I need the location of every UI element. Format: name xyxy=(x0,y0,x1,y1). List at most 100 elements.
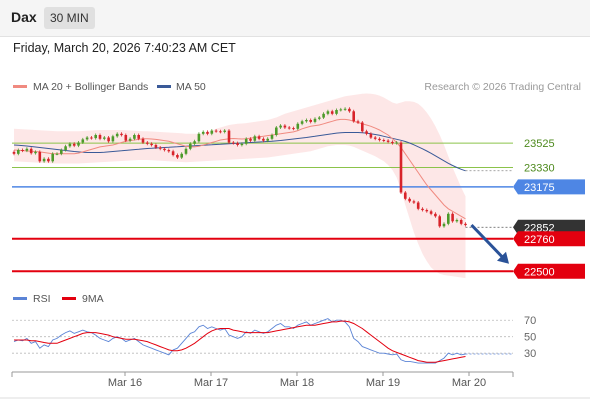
candle-body-34 xyxy=(158,147,162,149)
candle-body-41 xyxy=(189,143,192,149)
candle-body-58 xyxy=(262,138,265,141)
candle-body-61 xyxy=(275,127,278,135)
candle-body-45 xyxy=(206,131,209,134)
candle-body-48 xyxy=(219,131,222,133)
candle-body-80 xyxy=(356,121,360,123)
candle-body-29 xyxy=(137,135,140,139)
candle-body-47 xyxy=(214,130,218,132)
candle-body-20 xyxy=(98,135,102,139)
ma20-line xyxy=(13,118,466,220)
candle-body-16 xyxy=(81,139,85,143)
legend-label-ma50: MA 50 xyxy=(176,81,206,93)
candle-body-89 xyxy=(395,142,398,144)
legend-swatch-9ma xyxy=(62,297,76,300)
candle-body-42 xyxy=(193,141,196,144)
candle-body-13 xyxy=(68,143,72,147)
level-tag-label-1: 23330 xyxy=(524,163,555,175)
timeframe-button[interactable]: 30 MIN xyxy=(44,7,95,29)
x-tick-label-4: Mar 20 xyxy=(452,377,486,389)
candle-body-28 xyxy=(133,135,136,139)
candle-body-14 xyxy=(72,143,76,146)
bollinger-band-area xyxy=(14,93,466,279)
candle-body-76 xyxy=(339,109,343,111)
candle-body-71 xyxy=(318,117,321,119)
candle-body-84 xyxy=(373,137,377,139)
candle-body-4 xyxy=(29,148,33,154)
candle-body-6 xyxy=(38,151,42,162)
candle-body-77 xyxy=(343,108,347,110)
forecast-arrow xyxy=(470,223,509,264)
candle-body-96 xyxy=(425,210,429,212)
forecast-arrow-shaft xyxy=(470,223,506,260)
rsi-tick-label-2: 30 xyxy=(524,348,536,360)
candle-body-51 xyxy=(232,142,235,144)
candle-body-2 xyxy=(21,150,24,151)
candle-body-44 xyxy=(201,131,205,134)
candle-body-53 xyxy=(240,143,244,146)
rsi-panel: 70 50 30 xyxy=(12,315,536,364)
candle-body-104 xyxy=(459,220,463,224)
candle-body-90 xyxy=(399,142,403,193)
candle-body-46 xyxy=(210,130,214,134)
candle-body-60 xyxy=(270,135,274,139)
forecast-arrow-head xyxy=(497,251,509,264)
candle-body-10 xyxy=(55,153,59,155)
rsi-tick-label-1: 50 xyxy=(524,332,536,344)
price-legend: MA 20 + Bollinger Bands MA 50 xyxy=(13,81,206,93)
candle-body-97 xyxy=(429,211,433,214)
candle-body-36 xyxy=(167,150,171,152)
candle-body-0 xyxy=(12,151,16,154)
rsi-ma-line xyxy=(14,320,466,363)
candle-body-105 xyxy=(464,223,467,226)
x-tick-label-2: Mar 18 xyxy=(280,377,314,389)
candle-body-5 xyxy=(34,151,37,154)
ma50-line xyxy=(13,132,466,172)
candle-body-24 xyxy=(115,133,119,137)
candle-body-43 xyxy=(197,133,201,142)
candle-body-95 xyxy=(421,208,424,211)
candle-body-35 xyxy=(163,148,166,151)
candle-body-100 xyxy=(442,223,446,227)
candle-body-32 xyxy=(150,143,153,146)
candle-body-11 xyxy=(60,150,63,154)
level-tag-label-5: 22500 xyxy=(524,266,555,278)
candle-body-102 xyxy=(451,213,454,222)
candle-body-103 xyxy=(455,220,459,222)
candle-body-9 xyxy=(51,153,54,162)
candle-body-18 xyxy=(90,137,93,139)
candle-body-99 xyxy=(438,216,441,227)
copyright-label: Research © 2026 Trading Central xyxy=(424,81,581,93)
candle-body-86 xyxy=(382,140,386,141)
candle-body-83 xyxy=(369,133,373,138)
candle-body-49 xyxy=(223,130,226,132)
rsi-line xyxy=(13,318,466,364)
candle-body-64 xyxy=(287,127,291,129)
candle-body-68 xyxy=(305,120,308,122)
candle-body-94 xyxy=(416,202,420,209)
level-tag-label-0: 23525 xyxy=(524,138,555,150)
x-tick-label-3: Mar 19 xyxy=(366,377,400,389)
level-tag-bg-5 xyxy=(513,263,585,279)
candle-body-23 xyxy=(111,136,115,142)
rsi-legend: RSI 9MA xyxy=(13,293,104,305)
level-tag-bg-3 xyxy=(513,219,585,235)
legend-label-rsi: RSI xyxy=(33,293,51,305)
level-tag-label-4: 22760 xyxy=(524,234,555,246)
legend-swatch-ma20 xyxy=(13,85,27,88)
candle-body-67 xyxy=(300,121,304,124)
candle-body-21 xyxy=(103,137,106,139)
candle-body-56 xyxy=(253,136,257,141)
candle-body-92 xyxy=(408,198,411,202)
candle-body-3 xyxy=(25,148,29,151)
level-tag-bg-2 xyxy=(513,179,585,195)
top-bar: Dax 30 MIN xyxy=(0,0,590,37)
candle-body-85 xyxy=(378,138,381,141)
level-tag-bg-4 xyxy=(513,231,585,247)
candle-body-98 xyxy=(434,213,437,217)
x-axis: Mar 16 Mar 17 Mar 18 Mar 19 Mar 20 xyxy=(0,371,590,399)
candle-body-30 xyxy=(141,138,145,143)
candle-body-87 xyxy=(386,140,390,142)
legend-label-9ma: 9MA xyxy=(82,293,104,305)
